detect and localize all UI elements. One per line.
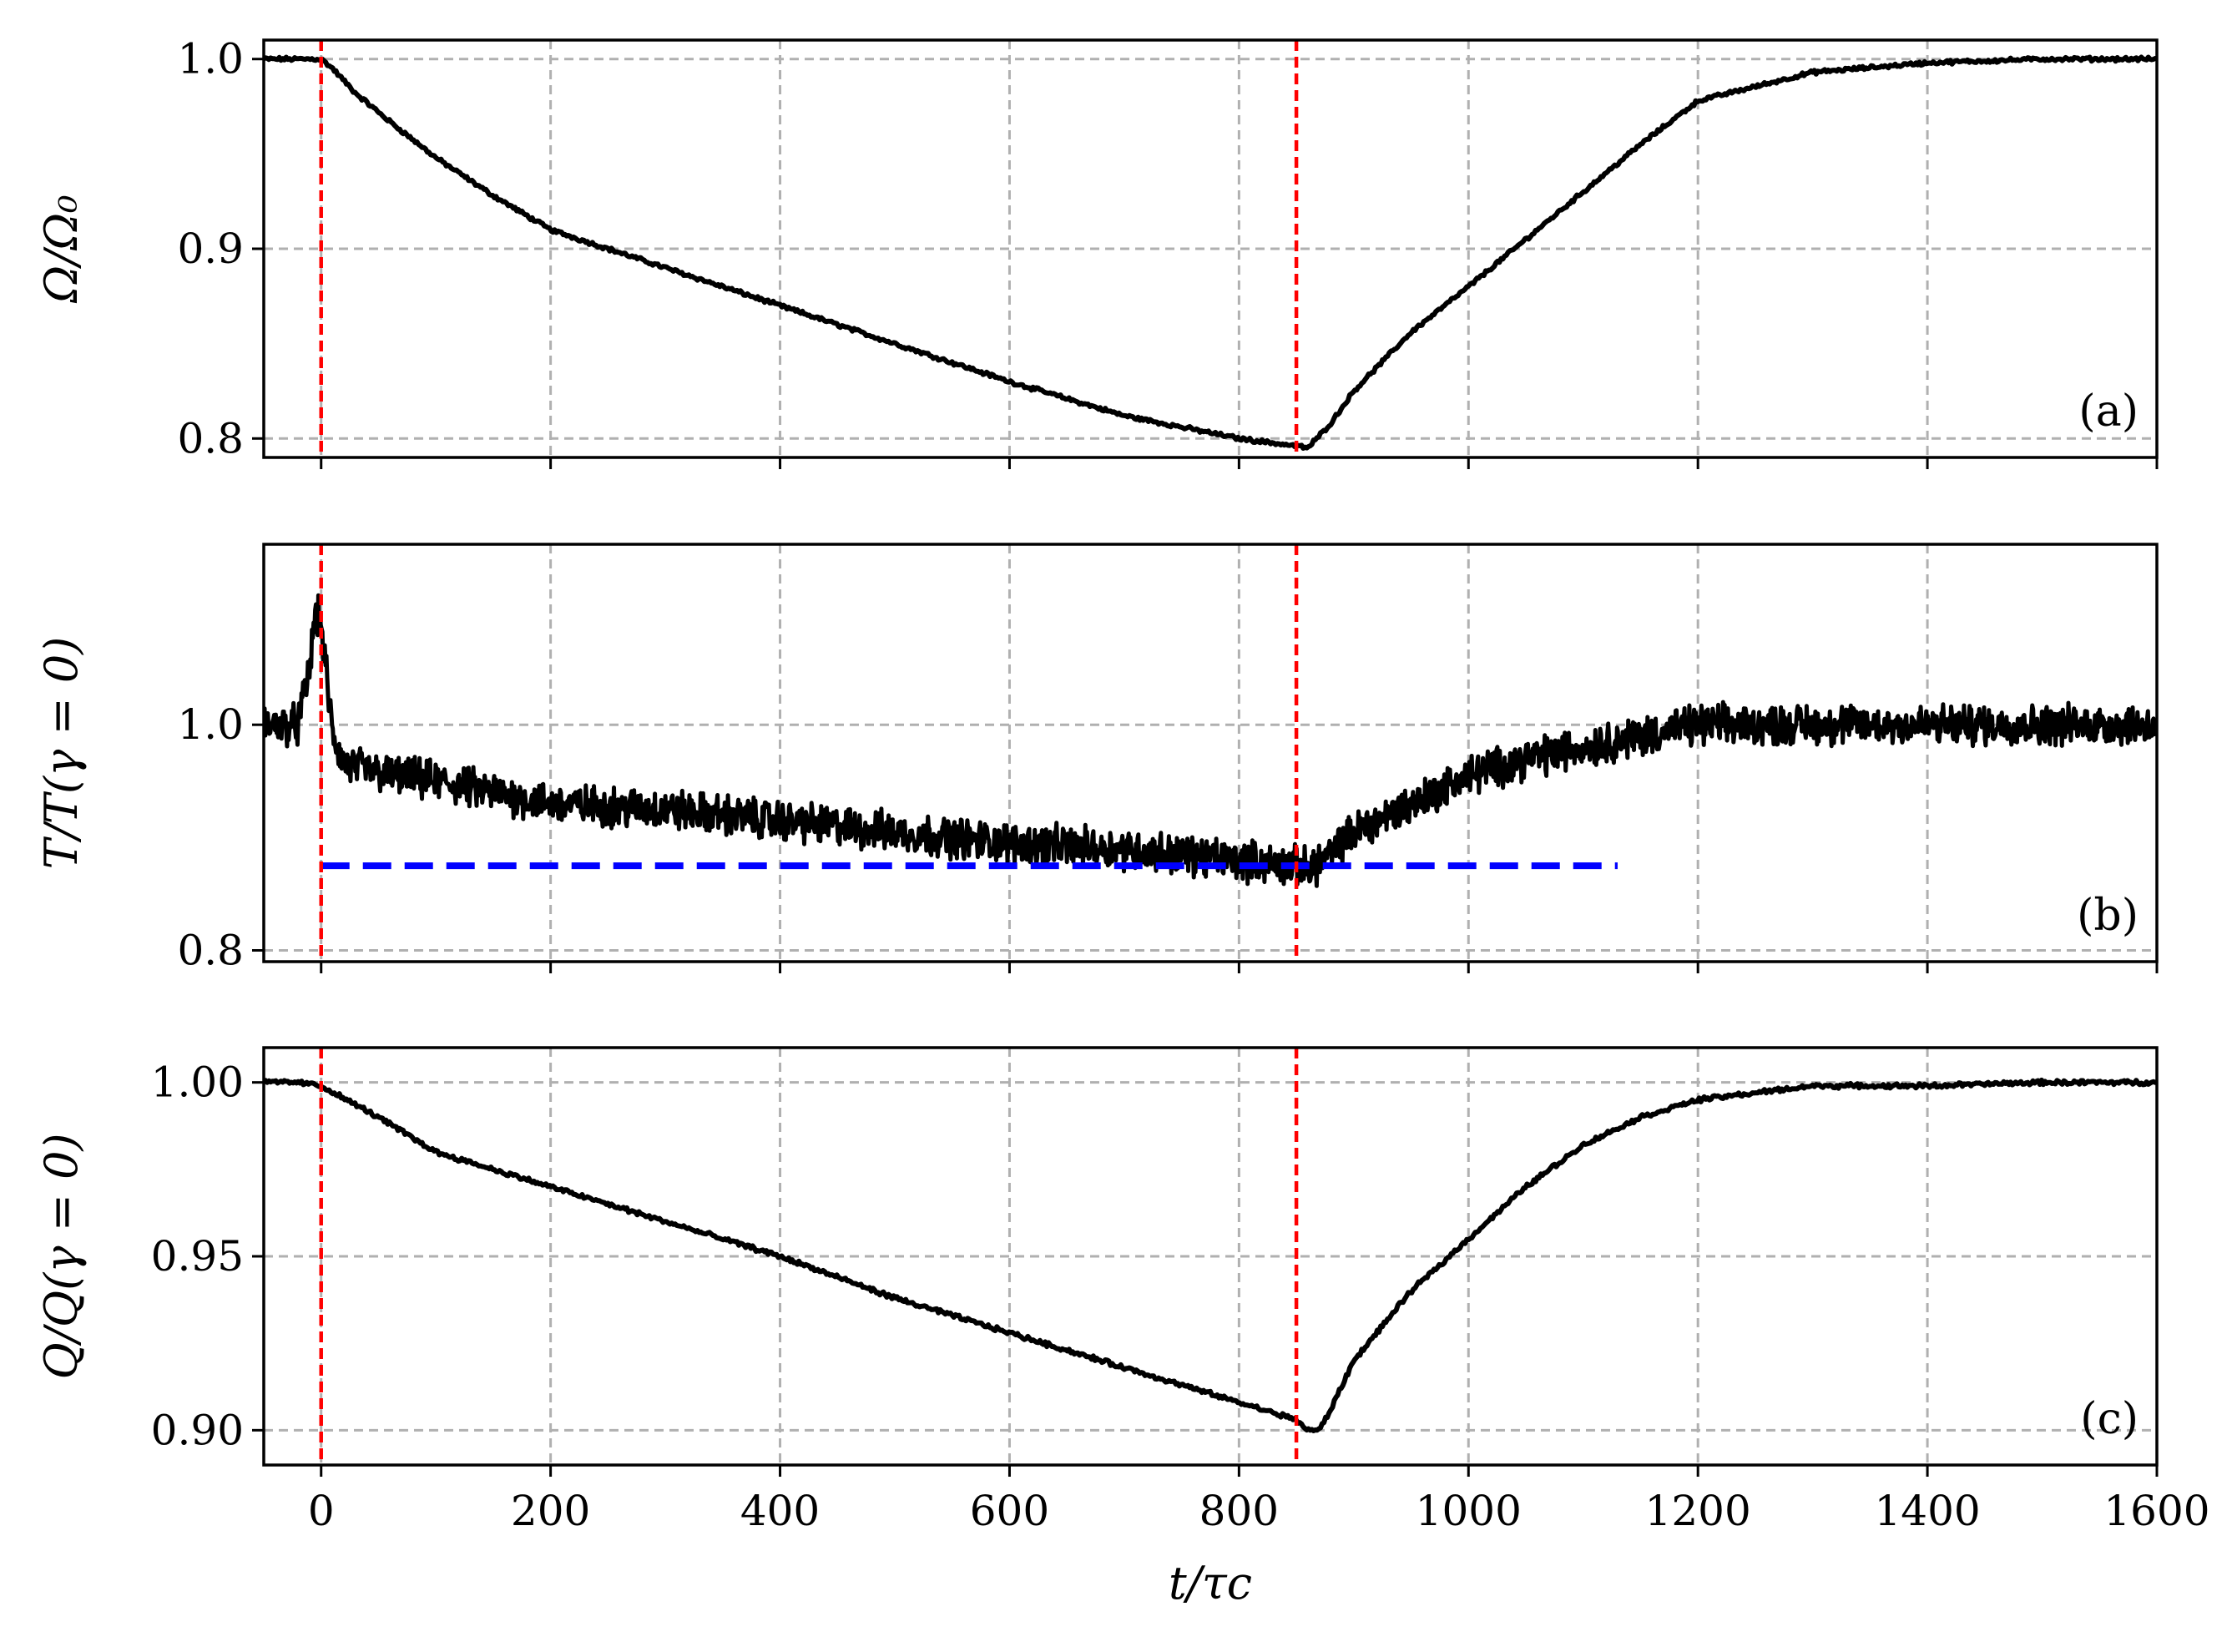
x-tick-label: 800 xyxy=(1199,1487,1279,1535)
y-tick-label: 0.8 xyxy=(177,926,244,974)
y-tick-label: 1.00 xyxy=(151,1058,244,1107)
panel-label: (b) xyxy=(2077,891,2139,941)
x-tick-label: 1600 xyxy=(2103,1487,2209,1535)
x-tick-label: 1200 xyxy=(1645,1487,1751,1535)
series-line xyxy=(264,1077,2157,1433)
panel-label: (c) xyxy=(2080,1394,2139,1444)
panel-2: 0.8 1.0 T/T(γ = 0) (b) xyxy=(35,543,2159,974)
x-tick-label: 600 xyxy=(970,1487,1049,1535)
panel-1: 0.8 0.9 1.0 Ω/Ω₀ (a) xyxy=(35,35,2159,469)
y-tick-label: 1.0 xyxy=(177,700,244,749)
y-axis-label: Ω/Ω₀ xyxy=(35,195,88,303)
series-line xyxy=(264,54,2157,451)
axes-frame xyxy=(262,543,2159,963)
x-tick-label: 0 xyxy=(308,1487,335,1535)
y-axis-label: Q/Q(γ = 0) xyxy=(35,1133,88,1379)
x-tick-label: 1000 xyxy=(1416,1487,1522,1535)
y-axis-label: T/T(γ = 0) xyxy=(35,637,88,870)
y-tick-label: 0.8 xyxy=(177,414,244,462)
y-tick-label: 0.90 xyxy=(151,1406,244,1454)
y-tick-label: 0.9 xyxy=(177,225,244,273)
panel-label: (a) xyxy=(2078,386,2139,437)
y-tick-label: 0.95 xyxy=(151,1232,244,1281)
x-axis-label: t/τc xyxy=(1169,1557,1252,1609)
x-tick-label: 400 xyxy=(740,1487,820,1535)
y-tick-label: 1.0 xyxy=(177,35,244,83)
x-tick-label: 1400 xyxy=(1874,1487,1980,1535)
series-line xyxy=(264,593,2157,888)
x-tick-label: 200 xyxy=(511,1487,590,1535)
panel-3: 0 200 400 600 800 1000 1200 1400 1600 0.90 0.95 1.0… xyxy=(35,1046,2210,1609)
